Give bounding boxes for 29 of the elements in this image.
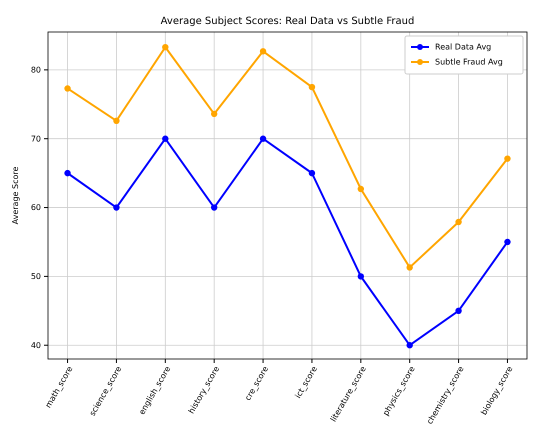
point [113, 204, 120, 211]
point [406, 342, 413, 348]
point [358, 186, 364, 192]
y-tick-label: 80 [30, 65, 41, 74]
point [260, 48, 266, 54]
chart-title: Average Subject Scores: Real Data vs Subtle Fraud [160, 16, 414, 27]
y-tick-label: 50 [30, 272, 41, 281]
legend-label: Real Data Avg [435, 42, 492, 52]
point [162, 136, 169, 142]
point [358, 273, 364, 280]
point [504, 238, 511, 246]
point [210, 110, 218, 118]
point [260, 136, 266, 142]
point [210, 204, 218, 211]
y-tick-label: 70 [30, 134, 41, 144]
point [455, 218, 462, 226]
point [455, 308, 462, 314]
legend-label: Subtle Fraud Avg [435, 58, 503, 67]
point [406, 264, 413, 271]
point [308, 170, 316, 176]
y-tick-label: 60 [30, 203, 41, 212]
point [504, 155, 511, 162]
point [162, 44, 169, 50]
y-axis-title: Average Score [11, 166, 20, 224]
point [64, 170, 71, 176]
point [113, 118, 120, 124]
point [64, 85, 71, 92]
y-tick-label: 40 [30, 340, 41, 350]
point [308, 84, 316, 90]
